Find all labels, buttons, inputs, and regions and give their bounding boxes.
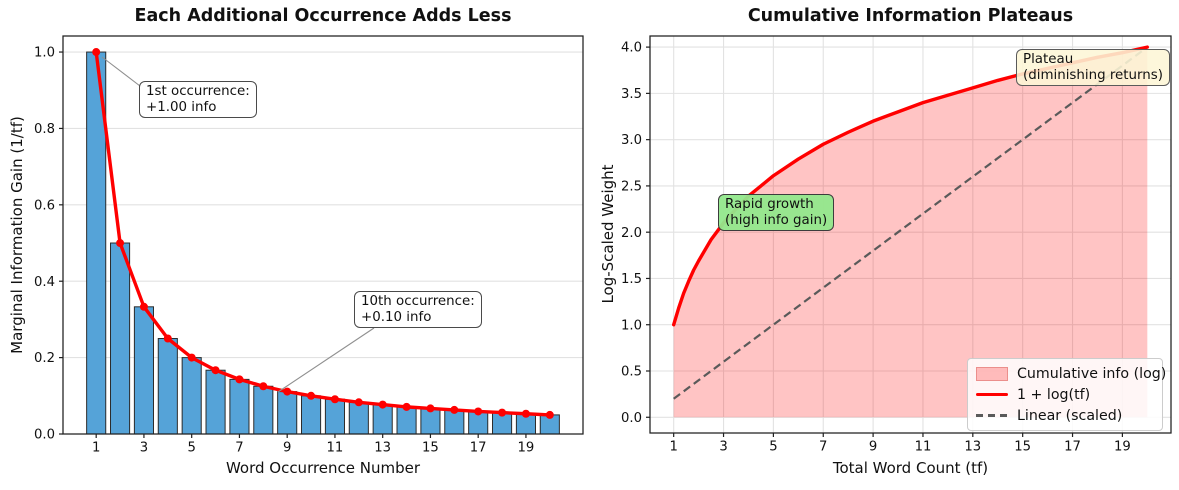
right-y-axis-label: Log-Scaled Weight [599, 164, 617, 304]
svg-text:2.5: 2.5 [621, 180, 642, 195]
svg-text:5: 5 [769, 440, 777, 455]
left-annotation-arrows [101, 56, 375, 393]
svg-text:15: 15 [422, 441, 439, 456]
annotation-rapid-growth: Rapid growth (high info gain) [718, 194, 835, 231]
left-chart-title: Each Additional Occurrence Adds Less [134, 6, 512, 26]
left-x-axis-label: Word Occurrence Number [225, 459, 421, 477]
annotation-text-line: (diminishing returns) [1023, 67, 1163, 83]
svg-text:9: 9 [283, 441, 291, 456]
right-chart-title: Cumulative Information Plateaus [747, 6, 1074, 26]
svg-text:11: 11 [915, 440, 932, 455]
svg-text:0.8: 0.8 [34, 122, 55, 137]
left-bars [86, 51, 560, 435]
svg-text:0.4: 0.4 [34, 275, 55, 290]
right-grid [650, 36, 1171, 433]
annotation-text-line: (high info gain) [725, 212, 828, 228]
annotation-text-line: 1st occurrence: [146, 84, 250, 99]
svg-text:3: 3 [140, 441, 148, 456]
legend-label: Cumulative info (log) [1017, 365, 1167, 382]
annotation-first-occurrence: 1st occurrence: +1.00 info [139, 81, 257, 118]
annotation-text-line: Rapid growth [725, 197, 814, 212]
annotation-plateau: Plateau (diminishing returns) [1016, 49, 1170, 86]
legend-label: 1 + log(tf) [1017, 386, 1091, 403]
dash-swatch-icon [976, 414, 1008, 417]
svg-text:19: 19 [518, 441, 535, 456]
svg-text:5: 5 [187, 441, 195, 456]
right-x-axis-label: Total Word Count (tf) [832, 459, 989, 477]
right-linear-line [673, 46, 1148, 400]
svg-text:17: 17 [470, 441, 487, 456]
svg-text:15: 15 [1014, 440, 1031, 455]
svg-text:0.5: 0.5 [621, 365, 642, 380]
svg-text:9: 9 [869, 440, 877, 455]
svg-text:1.0: 1.0 [621, 318, 642, 333]
annotation-text-line: 10th occurrence: [361, 294, 475, 309]
svg-text:13: 13 [374, 441, 391, 456]
line-swatch-icon [976, 392, 1008, 397]
annotation-text-line: +0.10 info [361, 309, 432, 325]
svg-text:19: 19 [1114, 440, 1131, 455]
area-swatch-icon [976, 366, 1008, 381]
svg-text:1.5: 1.5 [621, 272, 642, 287]
legend-item-log-curve: 1 + log(tf) [976, 386, 1154, 403]
legend: Cumulative info (log) 1 + log(tf) Linear… [967, 358, 1166, 431]
svg-text:2.0: 2.0 [621, 226, 642, 241]
svg-text:4.0: 4.0 [621, 41, 642, 56]
svg-text:0.0: 0.0 [34, 428, 55, 443]
svg-text:0.2: 0.2 [34, 351, 55, 366]
svg-text:1: 1 [669, 440, 677, 455]
svg-text:3.0: 3.0 [621, 133, 642, 148]
annotation-text-line: +1.00 info [146, 99, 217, 115]
svg-text:13: 13 [964, 440, 981, 455]
svg-text:3.5: 3.5 [621, 87, 642, 102]
svg-text:11: 11 [327, 441, 344, 456]
svg-text:1: 1 [92, 441, 100, 456]
left-y-axis-label: Marginal Information Gain (1/tf) [8, 116, 26, 354]
right-area-fill [673, 47, 1148, 418]
svg-text:0.6: 0.6 [34, 198, 55, 213]
legend-label: Linear (scaled) [1017, 407, 1123, 424]
legend-item-linear: Linear (scaled) [976, 407, 1154, 424]
right-spines-and-ticks: 1 3 5 7 9 11 13 15 17 190.00.51.01.52.02.53.03.54… [621, 35, 1172, 455]
annotation-text-line: Plateau [1023, 52, 1074, 67]
svg-text:7: 7 [819, 440, 827, 455]
svg-text:7: 7 [235, 441, 243, 456]
svg-text:17: 17 [1064, 440, 1081, 455]
left-spines-and-ticks: 1 3 5 7 9 11 13 15 17 190.00.20.40.60.81.0 [34, 35, 584, 456]
svg-text:0.0: 0.0 [621, 411, 642, 426]
left-markers [92, 48, 554, 419]
legend-item-cumulative-info: Cumulative info (log) [976, 365, 1166, 382]
annotation-tenth-occurrence: 10th occurrence: +0.10 info [354, 291, 482, 328]
svg-text:3: 3 [719, 440, 727, 455]
svg-text:1.0: 1.0 [34, 46, 55, 61]
